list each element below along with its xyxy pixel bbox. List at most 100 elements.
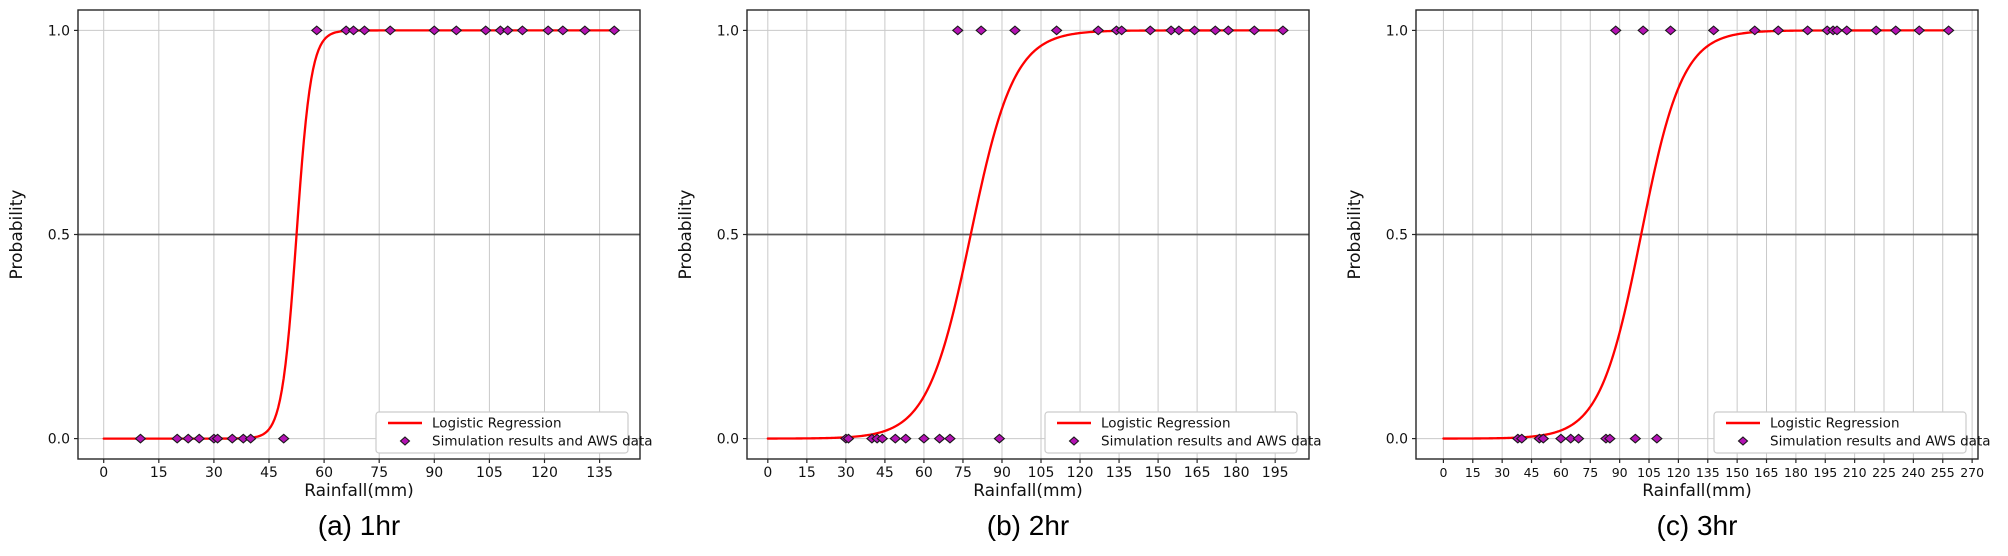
x-tick-label: 45 — [1524, 465, 1540, 480]
y-axis: 0.0 0.5 1.0 Probability — [676, 23, 747, 448]
data-point — [384, 25, 397, 36]
data-point — [899, 433, 912, 444]
x-tick-label: 135 — [1106, 465, 1133, 481]
y-axis: 0.0 0.5 1.0 Probability — [7, 23, 78, 448]
x-tick-label: 120 — [1666, 465, 1690, 480]
chart-svg-2hr: 0 15 30 45 60 75 90 105 120 135 150 165 180 195 Rainfa… — [676, 9, 1322, 501]
x-tick-label: 270 — [1960, 465, 1984, 480]
data-point — [310, 25, 323, 36]
data-point — [608, 25, 621, 36]
data-points — [840, 25, 1289, 444]
x-tick-label: 150 — [1725, 465, 1749, 480]
legend: Logistic Regression Simulation results an… — [375, 411, 653, 454]
data-point — [1572, 433, 1585, 444]
data-point — [1165, 25, 1177, 36]
y-tick-label: 1.0 — [48, 23, 70, 39]
chart-svg-1hr: 0 15 30 45 60 75 90 105 120 135 Rainfall(mm) 0.0 0.5… — [7, 9, 653, 501]
data-point — [933, 433, 946, 444]
data-point — [1913, 25, 1926, 36]
x-tick-label: 90 — [993, 465, 1011, 481]
data-point — [1564, 433, 1577, 444]
logistic-regression-curve — [1442, 29, 1950, 440]
data-point — [1772, 25, 1785, 36]
y-tick-label: 0.0 — [48, 432, 70, 448]
x-tick-label: 15 — [1465, 465, 1481, 480]
data-point — [501, 25, 514, 36]
data-point — [1637, 25, 1649, 36]
x-tick-label: 75 — [1582, 465, 1598, 480]
y-tick-label: 0.0 — [1386, 432, 1408, 448]
data-point — [1942, 25, 1955, 36]
data-point — [358, 25, 371, 36]
data-point — [876, 433, 889, 444]
x-tick-label: 0 — [763, 465, 772, 481]
x-tick-label: 90 — [1612, 465, 1628, 480]
y-tick-label: 0.5 — [1386, 228, 1408, 244]
x-tick-label: 165 — [1184, 465, 1211, 481]
data-point — [1664, 25, 1677, 36]
x-tick-label: 15 — [798, 465, 816, 481]
legend-marker-label: Simulation results and AWS data — [1770, 434, 1991, 450]
x-tick-label: 165 — [1755, 465, 1779, 480]
data-point — [347, 25, 360, 36]
data-point — [1609, 25, 1622, 36]
x-axis-label: Rainfall(mm) — [1642, 481, 1752, 501]
x-axis: 0 15 30 45 60 75 90 105 120 135 150 165 180 195 Rainfa… — [763, 459, 1289, 501]
data-point — [1144, 25, 1157, 36]
data-point — [1604, 433, 1616, 444]
x-axis: 0 15 30 45 60 75 90 105 120 135 Rainfall(mm) — [99, 459, 613, 501]
data-point — [1537, 433, 1550, 444]
x-tick-label: 120 — [1067, 465, 1094, 481]
x-tick-label: 30 — [837, 465, 855, 481]
x-axis-label: Rainfall(mm) — [973, 481, 1083, 501]
x-tick-label: 30 — [1494, 465, 1510, 480]
x-tick-label: 75 — [370, 465, 388, 481]
x-tick-label: 195 — [1813, 465, 1837, 480]
data-point — [1707, 25, 1720, 36]
x-tick-label: 135 — [1696, 465, 1720, 480]
data-point — [244, 433, 257, 444]
x-tick-label: 60 — [1553, 465, 1569, 480]
data-point — [226, 433, 239, 444]
chart-caption-2hr: (b) 2hr — [986, 510, 1070, 541]
x-axis-label: Rainfall(mm) — [304, 481, 414, 501]
data-point — [450, 25, 463, 36]
data-point — [889, 433, 902, 444]
x-tick-label: 45 — [876, 465, 894, 481]
data-point — [1651, 433, 1663, 444]
data-point — [975, 25, 988, 36]
x-tick-label: 30 — [205, 465, 223, 481]
data-point — [1277, 25, 1289, 36]
x-tick-label: 105 — [1637, 465, 1661, 480]
data-point — [1831, 25, 1843, 36]
chart-2hr: 0 15 30 45 60 75 90 105 120 135 150 165 180 195 Rainfa… — [669, 0, 1338, 556]
x-tick-label: 180 — [1223, 465, 1250, 481]
chart-svg-3hr: 0 15 30 45 60 75 90 105 120 135 150 165 180 195 210 225… — [1345, 9, 1991, 501]
data-point — [1173, 25, 1185, 36]
legend: Logistic Regression Simulation results an… — [1713, 411, 1991, 454]
legend-marker-label: Simulation results and AWS data — [1101, 434, 1322, 450]
data-point — [1555, 433, 1567, 444]
x-tick-label: 15 — [150, 465, 168, 481]
x-axis: 0 15 30 45 60 75 90 105 120 135 150 165 180 195 210 225… — [1439, 459, 1984, 501]
data-point — [944, 433, 956, 444]
data-points — [1511, 25, 1955, 444]
y-tick-label: 0.5 — [717, 228, 739, 244]
x-tick-label: 240 — [1901, 465, 1925, 480]
data-point — [579, 25, 591, 36]
x-tick-label: 105 — [1028, 465, 1055, 481]
y-axis-label: Probability — [1345, 190, 1365, 280]
y-axis: 0.0 0.5 1.0 Probability — [1345, 23, 1416, 448]
legend-line-label: Logistic Regression — [1101, 416, 1231, 432]
x-tick-label: 195 — [1262, 465, 1289, 481]
data-point — [134, 433, 147, 444]
data-point — [211, 433, 224, 444]
data-point — [542, 25, 555, 36]
data-point — [1629, 433, 1642, 444]
chart-caption-1hr: (a) 1hr — [317, 510, 401, 541]
x-tick-label: 75 — [954, 465, 972, 481]
legend-marker-sample — [1737, 436, 1749, 446]
data-point — [1889, 25, 1902, 36]
x-tick-label: 135 — [586, 465, 613, 481]
